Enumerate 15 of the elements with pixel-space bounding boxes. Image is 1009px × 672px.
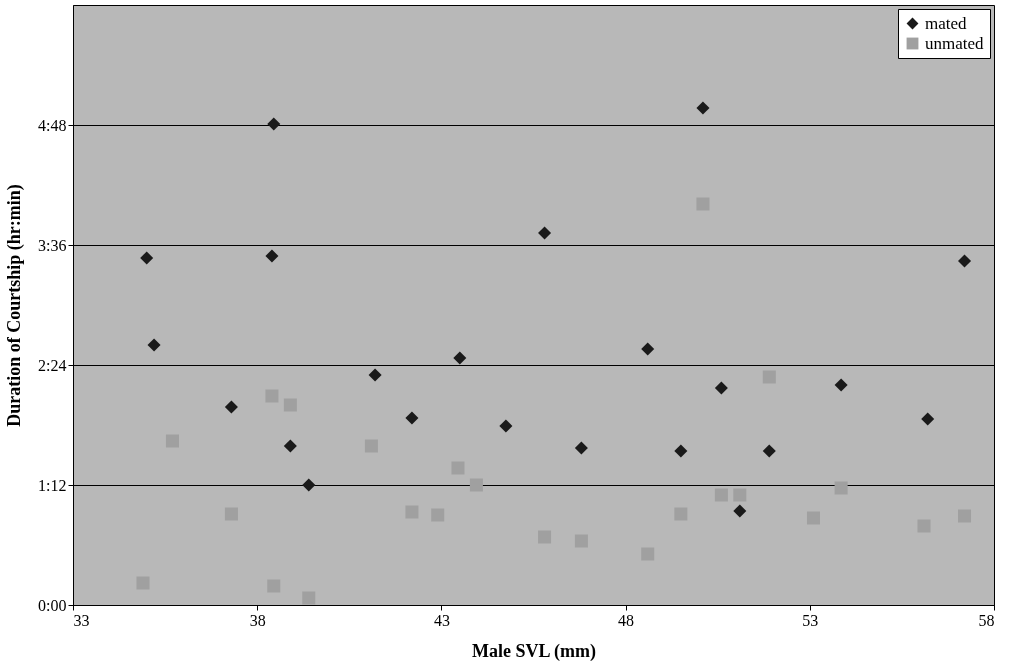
x-axis-title: Male SVL (mm): [472, 640, 596, 662]
legend-label: mated: [925, 13, 968, 33]
y-tick-label: 4:48: [38, 116, 67, 134]
x-tick-label: 33: [73, 611, 90, 629]
x-tick-label: 43: [433, 611, 450, 629]
legend-label: unmated: [925, 33, 985, 53]
y-tick-label: 2:24: [38, 356, 67, 374]
x-tick-label: 38: [249, 611, 266, 629]
x-tick-label: 53: [802, 611, 819, 629]
y-tick-label: 1:12: [38, 476, 67, 494]
y-tick-label: 0:00: [38, 596, 67, 614]
y-axis-title: Duration of Courtship (hr:min): [4, 184, 26, 427]
x-tick-label: 48: [618, 611, 635, 629]
y-tick-label: 3:36: [38, 236, 67, 254]
x-tick-label: 58: [978, 611, 995, 629]
